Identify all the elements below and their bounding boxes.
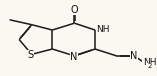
Text: O: O [71,5,78,15]
Text: 2: 2 [147,63,152,69]
Text: NH: NH [143,58,156,67]
Text: N: N [130,51,138,61]
Text: NH: NH [97,25,110,34]
Text: N: N [70,52,78,62]
Text: S: S [27,50,33,60]
